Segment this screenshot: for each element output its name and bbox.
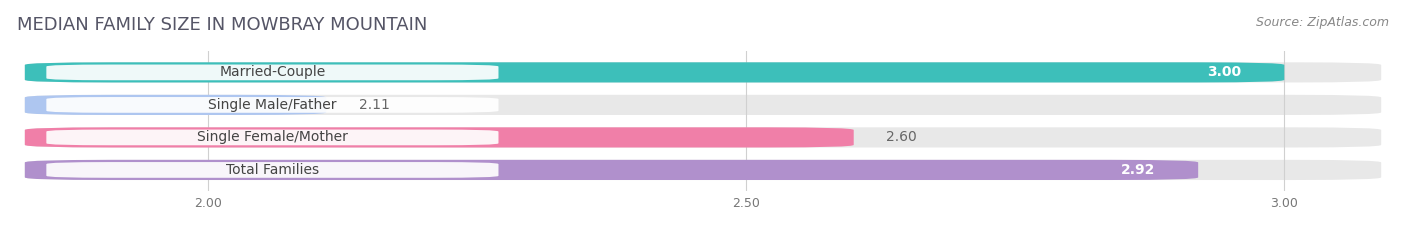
FancyBboxPatch shape (25, 127, 1381, 147)
FancyBboxPatch shape (25, 160, 1198, 180)
FancyBboxPatch shape (46, 65, 499, 80)
FancyBboxPatch shape (25, 127, 853, 147)
FancyBboxPatch shape (25, 95, 326, 115)
Text: 3.00: 3.00 (1208, 65, 1241, 79)
Text: Married-Couple: Married-Couple (219, 65, 326, 79)
FancyBboxPatch shape (46, 162, 499, 178)
Text: Source: ZipAtlas.com: Source: ZipAtlas.com (1256, 16, 1389, 29)
Text: MEDIAN FAMILY SIZE IN MOWBRAY MOUNTAIN: MEDIAN FAMILY SIZE IN MOWBRAY MOUNTAIN (17, 16, 427, 34)
FancyBboxPatch shape (46, 97, 499, 113)
FancyBboxPatch shape (25, 95, 1381, 115)
FancyBboxPatch shape (25, 160, 1381, 180)
FancyBboxPatch shape (46, 130, 499, 145)
Text: Single Male/Father: Single Male/Father (208, 98, 336, 112)
FancyBboxPatch shape (25, 62, 1284, 82)
Text: 2.60: 2.60 (886, 130, 917, 144)
Text: 2.92: 2.92 (1121, 163, 1156, 177)
Text: 2.11: 2.11 (359, 98, 389, 112)
Text: Single Female/Mother: Single Female/Mother (197, 130, 347, 144)
FancyBboxPatch shape (25, 62, 1381, 82)
Text: Total Families: Total Families (226, 163, 319, 177)
